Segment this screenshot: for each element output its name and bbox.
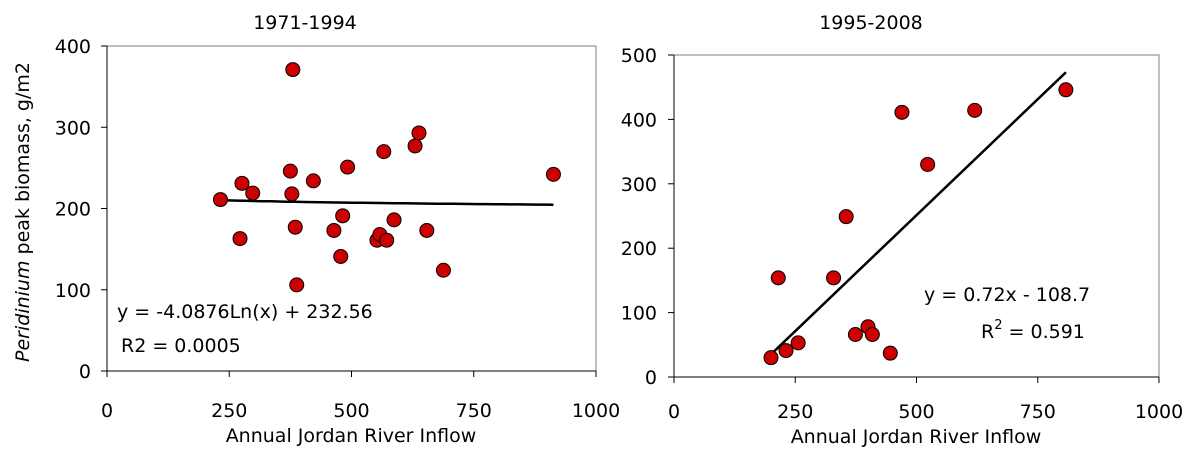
data-point [763, 350, 779, 366]
x-tick-label: 250 [211, 400, 247, 422]
data-point [882, 345, 898, 361]
y-axis-label-rest: peak biomass, g/m2 [12, 62, 34, 261]
data-point [411, 125, 427, 141]
data-point [282, 163, 298, 179]
x-tick-label: 250 [777, 401, 813, 423]
y-tick-label: 400 [55, 36, 91, 58]
y-tick-label: 400 [621, 109, 657, 131]
data-point [287, 219, 303, 235]
data-point [234, 175, 250, 191]
data-point [379, 232, 395, 248]
data-point [826, 270, 842, 286]
trend-equation: y = 0.72x - 108.7 [924, 284, 1090, 306]
y-tick-label: 0 [645, 367, 657, 389]
chart-1995-2008: 1995-2008 0 100 200 300 400 500 0 250 500 750 1000… [621, 12, 1183, 448]
data-point [967, 102, 983, 118]
y-axis-label: Peridinium peak biomass, g/m2 [12, 62, 34, 362]
data-point [545, 166, 561, 182]
trendline [770, 71, 1067, 356]
r-squared-prefix: R [981, 321, 994, 343]
data-point [1058, 82, 1074, 98]
y-tick-label: 100 [621, 303, 657, 325]
data-point [335, 208, 351, 224]
data-point [376, 144, 392, 160]
trendline-group [770, 71, 1067, 356]
data-point [770, 270, 786, 286]
y-tick-label: 300 [621, 174, 657, 196]
data-point [920, 156, 936, 172]
x-tick-label: 500 [898, 401, 934, 423]
r-squared-sup: 2 [994, 318, 1002, 333]
data-point [847, 326, 863, 342]
x-tick-label: 1000 [572, 400, 620, 422]
x-tick-label: 750 [1020, 401, 1056, 423]
x-tick-label: 0 [668, 401, 680, 423]
y-axis-label-italic: Peridinium [12, 261, 34, 362]
x-tick-label: 0 [101, 400, 113, 422]
data-point [326, 222, 342, 238]
y-tick-label: 100 [55, 280, 91, 302]
x-tick-label: 750 [456, 400, 492, 422]
trendline [220, 198, 554, 206]
data-point [790, 335, 806, 351]
data-point [386, 212, 402, 228]
data-point [285, 62, 301, 78]
data-point [407, 138, 423, 154]
r-squared: R2 = 0.0005 [121, 335, 241, 357]
y-tick-label: 0 [79, 361, 91, 383]
y-tick-label: 200 [55, 199, 91, 221]
data-point [284, 186, 300, 202]
data-point [333, 248, 349, 264]
r-squared-suffix: = 0.591 [1002, 321, 1084, 343]
data-point [340, 159, 356, 175]
data-point [212, 192, 228, 208]
data-point [435, 262, 451, 278]
chart-title: 1971-1994 [253, 12, 357, 34]
chart-title: 1995-2008 [819, 12, 923, 34]
x-axis-label: Annual Jordan River Inflow [791, 426, 1042, 448]
data-point [778, 343, 794, 359]
data-point [419, 222, 435, 238]
trend-equation: y = -4.0876Ln(x) + 232.56 [117, 301, 373, 323]
points-group [212, 62, 561, 293]
data-point [232, 231, 248, 247]
trendline-group [220, 198, 554, 206]
axes: 0 100 200 300 400 500 0 250 500 750 1000 [621, 45, 1183, 423]
data-point [864, 326, 880, 342]
data-point [245, 185, 261, 201]
points-group [763, 82, 1074, 366]
chart-1971-1994: 1971-1994 0 100 200 300 400 0 250 500 750 1000 An… [55, 12, 620, 447]
y-tick-label: 200 [621, 238, 657, 260]
r-squared: R2 = 0.591 [981, 318, 1085, 343]
x-tick-label: 500 [333, 400, 369, 422]
y-tick-label: 300 [55, 117, 91, 139]
data-point [289, 277, 305, 293]
x-tick-label: 1000 [1135, 401, 1183, 423]
data-point [894, 104, 910, 120]
axes: 0 100 200 300 400 0 250 500 750 1000 [55, 36, 620, 422]
y-tick-label: 500 [621, 45, 657, 67]
x-axis-label: Annual Jordan River Inflow [226, 425, 477, 447]
data-point [305, 173, 321, 189]
data-point [838, 209, 854, 225]
